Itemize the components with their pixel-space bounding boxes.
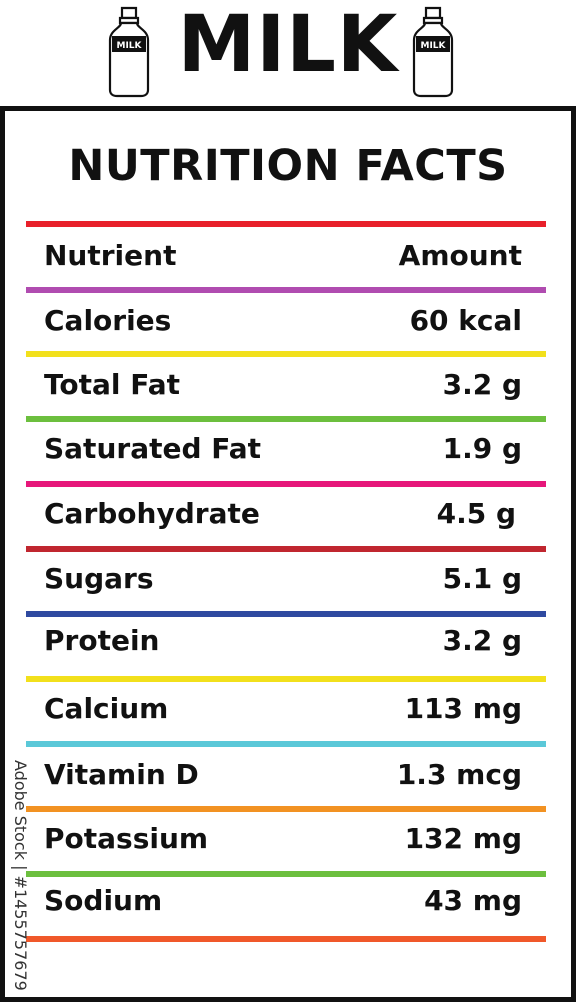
divider-rule <box>26 221 546 227</box>
stock-credit: Adobe Stock | #1455757679 <box>6 760 36 991</box>
nutrient-amount: 1.9 g <box>442 432 522 465</box>
nutrient-amount: 3.2 g <box>442 624 522 657</box>
nutrient-label: Sodium <box>44 884 163 917</box>
nutrient-label: Vitamin D <box>44 758 199 791</box>
divider-rule <box>26 936 546 942</box>
page-title: MILK <box>177 0 399 90</box>
nutrient-amount: 4.5 g <box>436 497 516 530</box>
stock-credit-text: Adobe Stock | #1455757679 <box>11 760 30 991</box>
nutrient-label: Total Fat <box>44 368 181 401</box>
nutrition-card <box>0 106 576 1002</box>
bottle-label: MILK <box>116 41 142 51</box>
nutrient-amount: 3.2 g <box>442 368 522 401</box>
divider-rule <box>26 676 546 682</box>
nutrient-column-header: Nutrient <box>44 239 177 272</box>
divider-rule <box>26 351 546 357</box>
nutrient-amount: 43 mg <box>424 884 522 917</box>
nutrient-label: Potassium <box>44 822 209 855</box>
divider-rule <box>26 481 546 487</box>
bottle-label: MILK <box>420 41 446 51</box>
nutrient-amount: 113 mg <box>404 692 522 725</box>
nutrient-amount: 1.3 mcg <box>396 758 522 791</box>
divider-rule <box>26 287 546 293</box>
nutrient-label: Saturated Fat <box>44 432 262 465</box>
divider-rule <box>26 806 546 812</box>
nutrient-amount: 60 kcal <box>409 304 522 337</box>
nutrient-label: Calcium <box>44 692 169 725</box>
nutrient-label: Carbohydrate <box>44 497 260 530</box>
nutrient-amount: 5.1 g <box>442 562 522 595</box>
divider-rule <box>26 416 546 422</box>
milk-bottle-icon: MILK <box>412 6 454 98</box>
divider-rule <box>26 741 546 747</box>
nutrient-amount: 132 mg <box>404 822 522 855</box>
amount-column-header: Amount <box>398 239 522 272</box>
nutrient-label: Protein <box>44 624 160 657</box>
milk-bottle-icon: MILK <box>108 6 150 98</box>
card-title: NUTRITION FACTS <box>68 141 508 191</box>
nutrient-label: Sugars <box>44 562 154 595</box>
divider-rule <box>26 546 546 552</box>
divider-rule <box>26 611 546 617</box>
nutrient-label: Calories <box>44 304 172 337</box>
divider-rule <box>26 871 546 877</box>
header: MILK MILK MILK <box>0 0 576 108</box>
